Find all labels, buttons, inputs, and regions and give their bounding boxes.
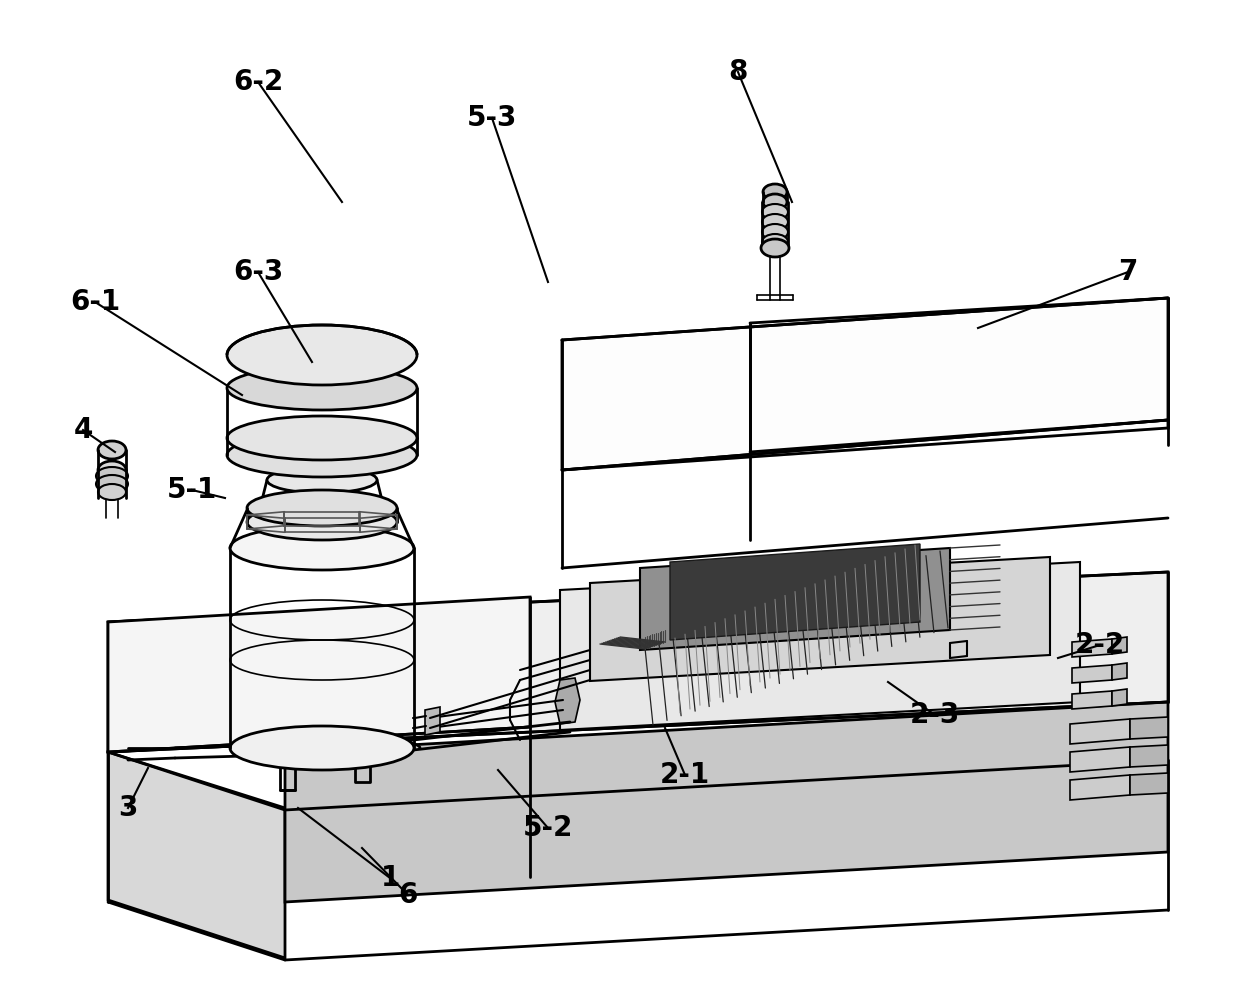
Text: 2-1: 2-1 — [660, 761, 711, 789]
Ellipse shape — [761, 239, 789, 257]
Polygon shape — [1130, 745, 1168, 767]
Ellipse shape — [247, 490, 397, 526]
Polygon shape — [590, 557, 1050, 681]
Ellipse shape — [267, 467, 377, 493]
Text: 6-1: 6-1 — [69, 288, 120, 316]
Polygon shape — [1073, 639, 1112, 657]
Polygon shape — [108, 597, 529, 752]
Ellipse shape — [95, 467, 128, 485]
Ellipse shape — [247, 504, 397, 540]
Text: 3: 3 — [118, 794, 138, 822]
Text: 7: 7 — [1118, 258, 1137, 286]
Polygon shape — [1073, 691, 1112, 709]
Text: 4: 4 — [73, 416, 93, 444]
Polygon shape — [108, 572, 1168, 752]
Polygon shape — [1070, 775, 1130, 800]
Ellipse shape — [763, 204, 787, 220]
Ellipse shape — [229, 726, 414, 770]
Text: 5-3: 5-3 — [466, 104, 517, 132]
Polygon shape — [1070, 747, 1130, 772]
Text: 6-2: 6-2 — [233, 68, 283, 96]
Ellipse shape — [229, 526, 414, 570]
Ellipse shape — [763, 194, 787, 210]
Polygon shape — [560, 562, 1080, 730]
Text: 5-1: 5-1 — [167, 476, 217, 504]
Ellipse shape — [98, 484, 126, 500]
Polygon shape — [640, 548, 950, 650]
Ellipse shape — [227, 366, 417, 410]
Text: 6: 6 — [398, 881, 418, 909]
Ellipse shape — [227, 416, 417, 460]
Text: 2-2: 2-2 — [1075, 631, 1125, 659]
Ellipse shape — [98, 441, 126, 459]
Polygon shape — [108, 752, 285, 958]
Polygon shape — [1130, 773, 1168, 795]
Polygon shape — [556, 678, 580, 724]
Polygon shape — [425, 707, 440, 735]
Polygon shape — [285, 702, 1168, 902]
Polygon shape — [562, 298, 1168, 470]
Ellipse shape — [763, 184, 787, 200]
Text: 1: 1 — [381, 864, 399, 892]
Polygon shape — [1112, 689, 1127, 706]
Ellipse shape — [95, 475, 128, 493]
Polygon shape — [1073, 665, 1112, 683]
Polygon shape — [670, 544, 920, 640]
Ellipse shape — [763, 224, 787, 240]
Text: 2-3: 2-3 — [910, 701, 960, 729]
Text: 8: 8 — [728, 58, 748, 86]
Polygon shape — [1070, 719, 1130, 744]
Polygon shape — [1112, 637, 1127, 654]
Ellipse shape — [98, 461, 126, 479]
Text: 5-2: 5-2 — [523, 814, 573, 842]
Polygon shape — [1112, 663, 1127, 680]
Ellipse shape — [227, 325, 417, 385]
Ellipse shape — [763, 234, 787, 250]
Polygon shape — [1130, 717, 1168, 739]
Ellipse shape — [227, 433, 417, 477]
Text: 6-3: 6-3 — [233, 258, 283, 286]
Ellipse shape — [763, 214, 787, 230]
